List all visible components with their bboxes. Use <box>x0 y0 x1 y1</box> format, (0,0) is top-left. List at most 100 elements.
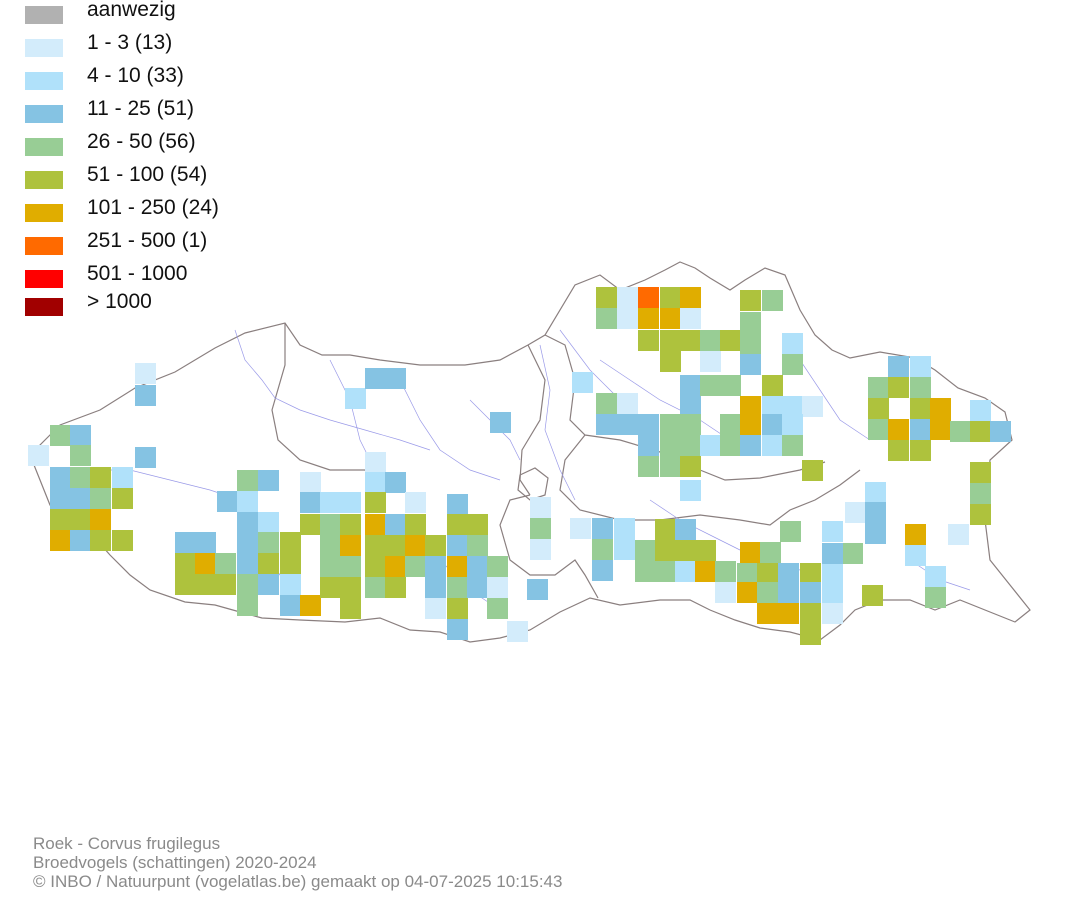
grid-cell <box>258 574 279 595</box>
grid-cell <box>70 488 91 509</box>
grid-cell <box>617 414 638 435</box>
grid-cell <box>635 561 656 582</box>
grid-cell <box>778 603 799 624</box>
grid-cell <box>487 577 508 598</box>
grid-cell <box>195 574 216 595</box>
grid-cell <box>888 377 909 398</box>
grid-cell <box>842 543 863 564</box>
grid-cell <box>405 535 426 556</box>
grid-cell <box>530 518 551 539</box>
grid-cell <box>447 494 468 515</box>
grid-cell <box>800 624 821 645</box>
province-border-2 <box>519 344 546 496</box>
grid-cell <box>635 540 656 561</box>
grid-cell <box>680 480 701 501</box>
grid-cell <box>925 587 946 608</box>
species-name: Roek - Corvus frugilegus <box>33 834 221 853</box>
grid-cell <box>614 518 635 539</box>
legend-label: aanwezig <box>87 0 176 21</box>
grid-cell <box>868 419 889 440</box>
grid-cell <box>340 492 361 513</box>
grid-cell <box>782 435 803 456</box>
grid-cell <box>680 308 701 329</box>
legend-label: 51 - 100 (54) <box>87 163 208 186</box>
dataset-description: Broedvogels (schattingen) 2020-2024 <box>33 853 317 872</box>
grid-cell <box>596 393 617 414</box>
grid-cell <box>300 472 321 493</box>
grid-cell <box>365 535 386 556</box>
grid-cell <box>365 556 386 577</box>
grid-cell <box>237 512 258 533</box>
grid-cell <box>592 539 613 560</box>
grid-cell <box>195 532 216 553</box>
grid-cell <box>675 519 696 540</box>
grid-cell <box>868 398 889 419</box>
grid-cell <box>340 577 361 598</box>
grid-cell <box>910 440 931 461</box>
grid-cell <box>760 542 781 563</box>
river-12 <box>799 359 871 441</box>
grid-cell <box>572 372 593 393</box>
grid-cell <box>655 561 676 582</box>
legend-label: 4 - 10 (33) <box>87 64 184 87</box>
grid-cell <box>90 488 111 509</box>
grid-cell <box>910 356 931 377</box>
grid-cell <box>405 492 426 513</box>
grid-cell <box>320 535 341 556</box>
grid-cell <box>762 435 783 456</box>
grid-cell <box>467 556 488 577</box>
grid-cell <box>365 577 386 598</box>
grid-cell <box>660 308 681 329</box>
grid-cell <box>425 577 446 598</box>
grid-cell <box>217 491 238 512</box>
grid-cell <box>740 333 761 354</box>
grid-cell <box>655 540 676 561</box>
grid-cell <box>405 556 426 577</box>
legend-swatch <box>25 138 63 156</box>
grid-cell <box>258 532 279 553</box>
grid-cell <box>822 543 843 564</box>
grid-cell <box>280 595 301 616</box>
grid-cell <box>467 577 488 598</box>
grid-cell <box>237 491 258 512</box>
grid-cell <box>385 577 406 598</box>
grid-cell <box>320 556 341 577</box>
grid-cell <box>365 514 386 535</box>
grid-cell <box>778 563 799 584</box>
credit-line: © INBO / Natuurpunt (vogelatlas.be) gema… <box>33 872 563 891</box>
grid-cell <box>757 603 778 624</box>
grid-cell <box>617 287 638 308</box>
grid-cell <box>740 414 761 435</box>
grid-cell <box>70 445 91 466</box>
grid-cell <box>258 512 279 533</box>
grid-cell <box>447 577 468 598</box>
grid-cell <box>905 524 926 545</box>
grid-cell <box>487 556 508 577</box>
grid-cell <box>720 375 741 396</box>
grid-cell <box>762 290 783 311</box>
grid-cell <box>660 330 681 351</box>
grid-cell <box>596 308 617 329</box>
grid-cell <box>447 619 468 640</box>
grid-cell <box>800 563 821 584</box>
grid-cell <box>425 556 446 577</box>
map-footer: Roek - Corvus frugilegus Broedvogels (sc… <box>33 834 562 891</box>
grid-cell <box>782 354 803 375</box>
grid-cell <box>70 530 91 551</box>
grid-cell <box>90 530 111 551</box>
legend-label: 101 - 250 (24) <box>87 196 219 219</box>
grid-cell <box>300 595 321 616</box>
province-border-4 <box>499 494 599 599</box>
legend-swatch <box>25 72 63 90</box>
grid-cell <box>675 540 696 561</box>
grid-cell <box>237 553 258 574</box>
grid-cell <box>680 456 701 477</box>
grid-cell <box>617 308 638 329</box>
grid-cell <box>135 385 156 406</box>
grid-cell <box>740 435 761 456</box>
grid-cell <box>135 363 156 384</box>
grid-cell <box>112 488 133 509</box>
grid-cell <box>675 561 696 582</box>
grid-cell <box>237 532 258 553</box>
grid-cell <box>802 460 823 481</box>
